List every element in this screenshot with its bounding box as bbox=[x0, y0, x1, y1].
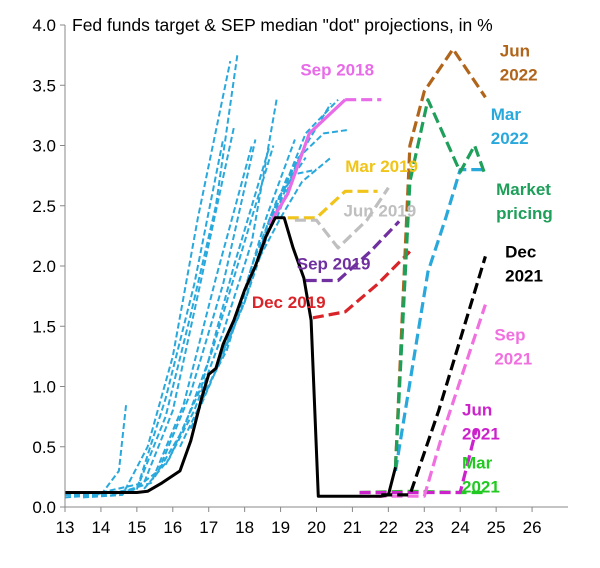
series-line-history-dots bbox=[153, 145, 275, 478]
x-tick-label: 13 bbox=[56, 518, 75, 537]
y-tick-label: 1.0 bbox=[32, 378, 56, 397]
annotation-mar2022: 2022 bbox=[491, 129, 529, 148]
series-line-sep2019 bbox=[305, 220, 401, 283]
series-line-sep2018 bbox=[268, 98, 347, 225]
x-tick-label: 26 bbox=[523, 518, 542, 537]
annotation-dec2021: Dec bbox=[505, 243, 536, 262]
series-line-history-dots bbox=[200, 157, 307, 400]
x-tick-label: 16 bbox=[163, 518, 182, 537]
chart-title: Fed funds target & SEP median "dot" proj… bbox=[72, 15, 493, 35]
x-tick-label: 14 bbox=[91, 518, 110, 537]
y-tick-label: 4.0 bbox=[32, 16, 56, 35]
annotation-jun2022: 2022 bbox=[500, 65, 538, 84]
y-tick-label: 1.5 bbox=[32, 317, 56, 336]
annotation-mar2019: Mar 2019 bbox=[345, 157, 418, 176]
series-line-history-dots bbox=[100, 127, 235, 494]
x-tick-label: 21 bbox=[343, 518, 362, 537]
series-line-market bbox=[393, 98, 487, 468]
series-line-mar2019 bbox=[287, 189, 378, 220]
series-layer bbox=[64, 47, 487, 499]
y-tick-label: 0.0 bbox=[32, 498, 56, 517]
series-line-jun2021 bbox=[359, 428, 478, 495]
annotation-sep2021: Sep bbox=[494, 326, 525, 345]
annotation-mar2022: Mar bbox=[491, 105, 522, 124]
annotation-jun2021: 2021 bbox=[462, 424, 500, 443]
x-tick-label: 24 bbox=[451, 518, 470, 537]
x-tick-label: 15 bbox=[127, 518, 146, 537]
annotation-sep2021: 2021 bbox=[494, 350, 532, 369]
y-tick-label: 2.5 bbox=[32, 197, 56, 216]
series-line-dec2021 bbox=[381, 255, 487, 497]
y-tick-label: 3.5 bbox=[32, 76, 56, 95]
annotation-mar2021: Mar bbox=[462, 453, 493, 472]
series-line-history-dots bbox=[225, 156, 332, 351]
y-tick-label: 0.5 bbox=[32, 438, 56, 457]
annotation-market: pricing bbox=[496, 204, 553, 223]
annotation-jun2022: Jun bbox=[500, 41, 530, 60]
y-tick-label: 3.0 bbox=[32, 137, 56, 156]
series-line-history-dots bbox=[164, 97, 278, 466]
annotation-dec2019: Dec 2019 bbox=[252, 293, 326, 312]
x-tick-label: 23 bbox=[415, 518, 434, 537]
x-tick-label: 20 bbox=[307, 518, 326, 537]
series-line-dec2019 bbox=[312, 250, 412, 320]
series-line-history-dots bbox=[129, 139, 257, 494]
annotation-sep2018: Sep 2018 bbox=[300, 61, 374, 80]
annotation-jun2019: Jun 2019 bbox=[343, 202, 416, 221]
x-tick-label: 18 bbox=[235, 518, 254, 537]
y-tick-label: 2.0 bbox=[32, 257, 56, 276]
series-line-jun2019 bbox=[294, 186, 390, 250]
series-line-mar2022 bbox=[393, 168, 486, 472]
annotation-market: Market bbox=[496, 180, 551, 199]
x-tick-label: 19 bbox=[271, 518, 290, 537]
annotation-mar2021: 2021 bbox=[462, 477, 500, 496]
x-tick-label: 17 bbox=[199, 518, 218, 537]
series-line-history-dots bbox=[65, 404, 128, 496]
annotation-jun2021: Jun bbox=[462, 400, 492, 419]
label-layer: Sep 2018 Mar 2019 Jun 2019 Sep 2019 Dec 2019… bbox=[252, 41, 553, 496]
series-line-history-dots bbox=[82, 60, 232, 499]
annotation-sep2019: Sep 2019 bbox=[297, 255, 371, 274]
series-line-history-dots bbox=[143, 145, 271, 490]
series-line-actual bbox=[65, 216, 397, 498]
x-tick-label: 22 bbox=[379, 518, 398, 537]
axis-layer: 0.0 0.5 1.0 1.5 2.0 2.5 3.0 3.5 4.0 13 14 15 16 17 18 1… bbox=[32, 16, 568, 537]
annotation-dec2021: 2021 bbox=[505, 267, 543, 286]
x-tick-label: 25 bbox=[487, 518, 506, 537]
